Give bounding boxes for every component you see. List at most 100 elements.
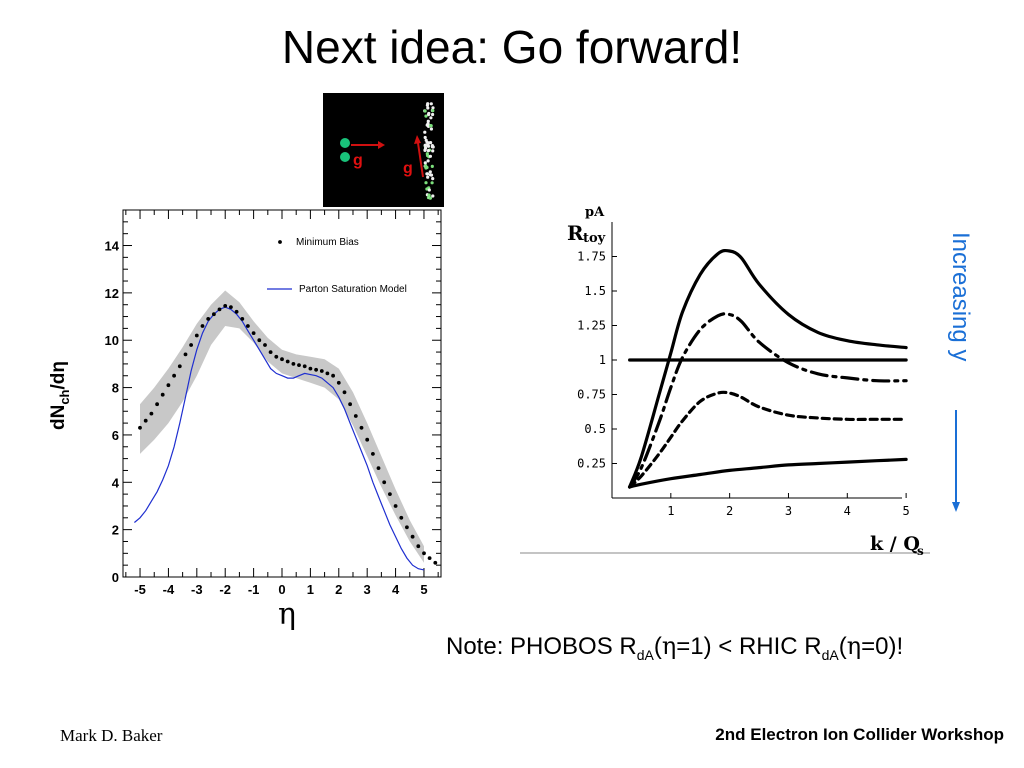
note-text: Note: PHOBOS RdA(η=1) < RHIC RdA(η=0)!	[446, 632, 904, 663]
y-tick-label: 12	[105, 286, 119, 301]
data-point-minimum-bias	[325, 371, 330, 376]
increasing-y-annotation: Increasing y	[947, 232, 974, 512]
y-tick-label: 0.75	[577, 388, 606, 402]
y-tick-label: 0.25	[577, 457, 606, 471]
x-axis-label: k / Q	[870, 533, 920, 555]
data-point-minimum-bias	[410, 534, 415, 539]
data-point-minimum-bias	[422, 551, 426, 556]
x-tick-label: 0	[278, 582, 285, 595]
data-point-minimum-bias	[172, 373, 176, 378]
data-point-minimum-bias	[393, 504, 398, 508]
footer-author: Mark D. Baker	[60, 726, 163, 745]
data-point-minimum-bias	[376, 466, 381, 470]
legend-label-minimum-bias: Minimum Bias	[296, 237, 359, 248]
r-toy-chart: 0.25 0.5 0.75 1 1.25 1.5 1.75 1 2 3 4 5 RpA toy k / Qs	[520, 205, 930, 558]
x-tick-label: 2	[726, 504, 733, 518]
gluon-label-left: g	[353, 152, 363, 169]
nucleon-bottom	[340, 152, 350, 162]
x-tick-label: 3	[785, 504, 792, 518]
x-tick-label: 2	[335, 582, 342, 595]
y-tick-label: 6	[112, 428, 119, 443]
data-point-minimum-bias	[302, 364, 307, 369]
y-tick-label: 8	[112, 381, 119, 396]
data-point-minimum-bias	[223, 304, 228, 308]
data-point-minimum-bias	[263, 343, 267, 347]
nucleon-top	[340, 138, 350, 148]
data-point-minimum-bias	[285, 359, 290, 364]
x-axis-label-sub: s	[917, 544, 924, 558]
data-point-minimum-bias	[166, 383, 171, 388]
y-tick-label: 10	[105, 333, 119, 348]
x-tick-label: 4	[844, 504, 851, 518]
data-point-minimum-bias	[194, 333, 199, 338]
systematic-band	[140, 290, 424, 563]
data-point-minimum-bias	[365, 437, 370, 442]
data-point-minimum-bias	[342, 390, 347, 395]
data-point-minimum-bias	[149, 411, 154, 416]
data-point-minimum-bias	[251, 331, 256, 335]
y-tick-label: 0	[112, 570, 119, 585]
y-tick-label: 4	[112, 475, 120, 490]
data-point-minimum-bias	[433, 560, 438, 565]
y-tick-label: 1.5	[584, 284, 606, 298]
x-tick-label: -1	[248, 582, 260, 595]
data-point-minimum-bias	[234, 309, 239, 314]
data-point-minimum-bias	[353, 414, 358, 418]
data-point-minimum-bias	[291, 362, 296, 366]
collision-diagram: g g	[323, 93, 444, 207]
y-axis-label: dNch/dη	[48, 361, 72, 430]
x-tick-label: -4	[163, 582, 175, 595]
curve-solid	[628, 248, 908, 489]
data-point-minimum-bias	[348, 402, 352, 407]
data-point-minimum-bias	[308, 366, 313, 371]
data-point-minimum-bias	[138, 425, 142, 430]
data-point-minimum-bias	[297, 363, 301, 367]
y-axis-label: R	[567, 221, 584, 245]
y-axis-label-sup: pA	[585, 205, 605, 220]
data-point-minimum-bias	[240, 317, 245, 321]
y-tick-label: 2	[112, 523, 119, 538]
curve-dash-dot	[628, 312, 908, 489]
y-tick-label: 1.75	[577, 250, 606, 264]
curve-dashed	[628, 390, 908, 489]
x-tick-label: -2	[219, 582, 231, 595]
down-arrow-icon	[952, 410, 960, 512]
y-axis-label-sub: toy	[583, 231, 606, 246]
y-tick-label: 0.5	[584, 422, 606, 436]
data-point-minimum-bias	[388, 492, 392, 496]
data-point-minimum-bias	[371, 452, 375, 456]
y-tick-label: 1	[599, 353, 606, 367]
data-point-minimum-bias	[359, 425, 364, 430]
data-point-minimum-bias	[331, 373, 335, 378]
data-point-minimum-bias	[160, 392, 165, 397]
x-tick-label: -3	[191, 582, 203, 595]
data-point-minimum-bias	[143, 418, 148, 423]
data-point-minimum-bias	[189, 343, 193, 347]
legend-marker-minimum-bias	[278, 240, 282, 244]
data-point-minimum-bias	[280, 357, 284, 362]
data-point-minimum-bias	[274, 354, 279, 359]
data-point-minimum-bias	[416, 544, 421, 549]
x-tick-label: 1	[307, 582, 314, 595]
data-point-minimum-bias	[229, 305, 233, 309]
data-point-minimum-bias	[427, 556, 432, 560]
data-point-minimum-bias	[217, 307, 222, 312]
footer-event: 2nd Electron Ion Collider Workshop	[715, 725, 1004, 744]
data-point-minimum-bias	[399, 515, 404, 520]
data-point-minimum-bias	[336, 380, 341, 385]
x-tick-label: -5	[134, 582, 146, 595]
y-tick-label: 14	[105, 239, 120, 254]
x-tick-label: 1	[667, 504, 674, 518]
gluon-label-right: g	[403, 160, 413, 177]
curve-solid-low	[628, 457, 908, 489]
data-point-minimum-bias	[200, 324, 205, 328]
data-point-minimum-bias	[268, 350, 273, 354]
data-point-minimum-bias	[206, 317, 211, 321]
x-tick-label: 5	[420, 582, 427, 595]
data-point-minimum-bias	[405, 525, 409, 530]
legend-label-model: Parton Saturation Model	[299, 284, 407, 295]
x-axis-label: η	[278, 597, 296, 632]
data-point-minimum-bias	[319, 369, 324, 373]
data-point-minimum-bias	[314, 367, 318, 372]
